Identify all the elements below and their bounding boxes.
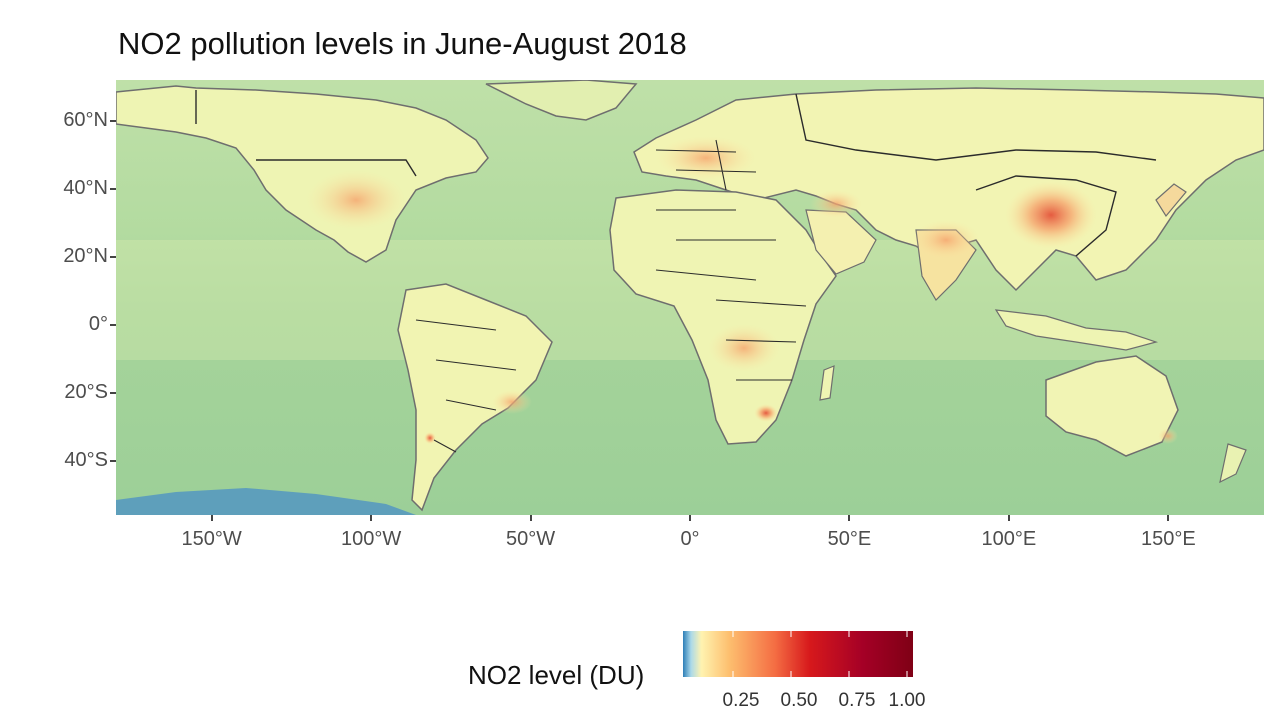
border-china — [975, 175, 1117, 257]
land-eurasia — [633, 87, 1264, 292]
land-greenland — [485, 80, 638, 121]
x-tick-label: 0° — [680, 528, 700, 550]
land-south-america — [397, 283, 553, 512]
y-tick-label: 40°S — [64, 448, 108, 471]
x-tick-label: 100°E — [981, 528, 1037, 550]
border-africa-internal — [655, 209, 807, 381]
x-tick-mark — [370, 515, 373, 521]
chart-title: NO2 pollution levels in June-August 2018 — [118, 26, 687, 61]
x-tick-mark — [1167, 515, 1170, 521]
y-tick-mark — [110, 323, 116, 326]
legend-label: 1.00 — [888, 690, 926, 711]
y-tick-mark — [110, 391, 116, 394]
hotspot-india — [912, 220, 980, 260]
map-canvas — [116, 80, 1264, 515]
x-tick-mark — [848, 515, 851, 521]
y-tick-label: 20°S — [64, 380, 108, 403]
x-tick-mark — [1007, 515, 1010, 521]
y-tick-mark — [110, 459, 116, 462]
land-new-zealand — [1219, 443, 1247, 484]
hotspot-eastern-us — [306, 170, 406, 230]
y-tick-label: 60°N — [63, 108, 108, 131]
hotspot-chile — [424, 432, 436, 444]
legend-label: 0.25 — [722, 690, 760, 711]
legend-gradient-fill — [683, 631, 913, 677]
border-europe-internal — [655, 139, 757, 191]
no2-world-map — [116, 80, 1264, 515]
border-us-canada — [256, 159, 417, 177]
legend-label: 0.75 — [838, 690, 876, 711]
y-tick-label: 0° — [88, 312, 108, 335]
hotspot-brazil — [492, 390, 532, 414]
x-tick-label: 150°E — [1140, 528, 1196, 550]
land-madagascar — [819, 365, 835, 401]
land-japan — [1155, 183, 1187, 218]
border-russia — [795, 93, 1157, 161]
legend-title: NO2 level (DU) — [468, 660, 645, 690]
y-tick-label: 40°N — [63, 176, 108, 199]
y-tick-mark — [110, 187, 116, 190]
hotspot-middle-east — [810, 190, 862, 218]
hotspot-europe — [656, 136, 756, 180]
hotspot-china — [1005, 181, 1097, 249]
land-indonesia — [994, 309, 1159, 351]
x-tick-mark — [689, 515, 691, 521]
hotspot-central-africa — [708, 324, 780, 372]
x-tick-mark — [210, 515, 213, 521]
x-tick-label: 150°W — [181, 528, 242, 550]
x-tick-label: 50°E — [827, 528, 872, 550]
y-tick-mark — [110, 255, 116, 258]
y-tick-mark — [110, 119, 116, 122]
y-tick-label: 20°N — [63, 244, 108, 267]
border-south-america-internal — [415, 319, 517, 453]
hotspot-australia-east — [1158, 428, 1178, 444]
x-tick-label: 100°W — [340, 528, 402, 550]
x-tick-mark — [529, 515, 532, 521]
southern-ocean-low-band — [116, 488, 416, 515]
legend-label: 0.50 — [780, 690, 818, 711]
hotspot-south-africa — [754, 404, 778, 422]
legend-colorbar — [683, 631, 913, 677]
x-tick-label: 50°W — [505, 528, 556, 550]
